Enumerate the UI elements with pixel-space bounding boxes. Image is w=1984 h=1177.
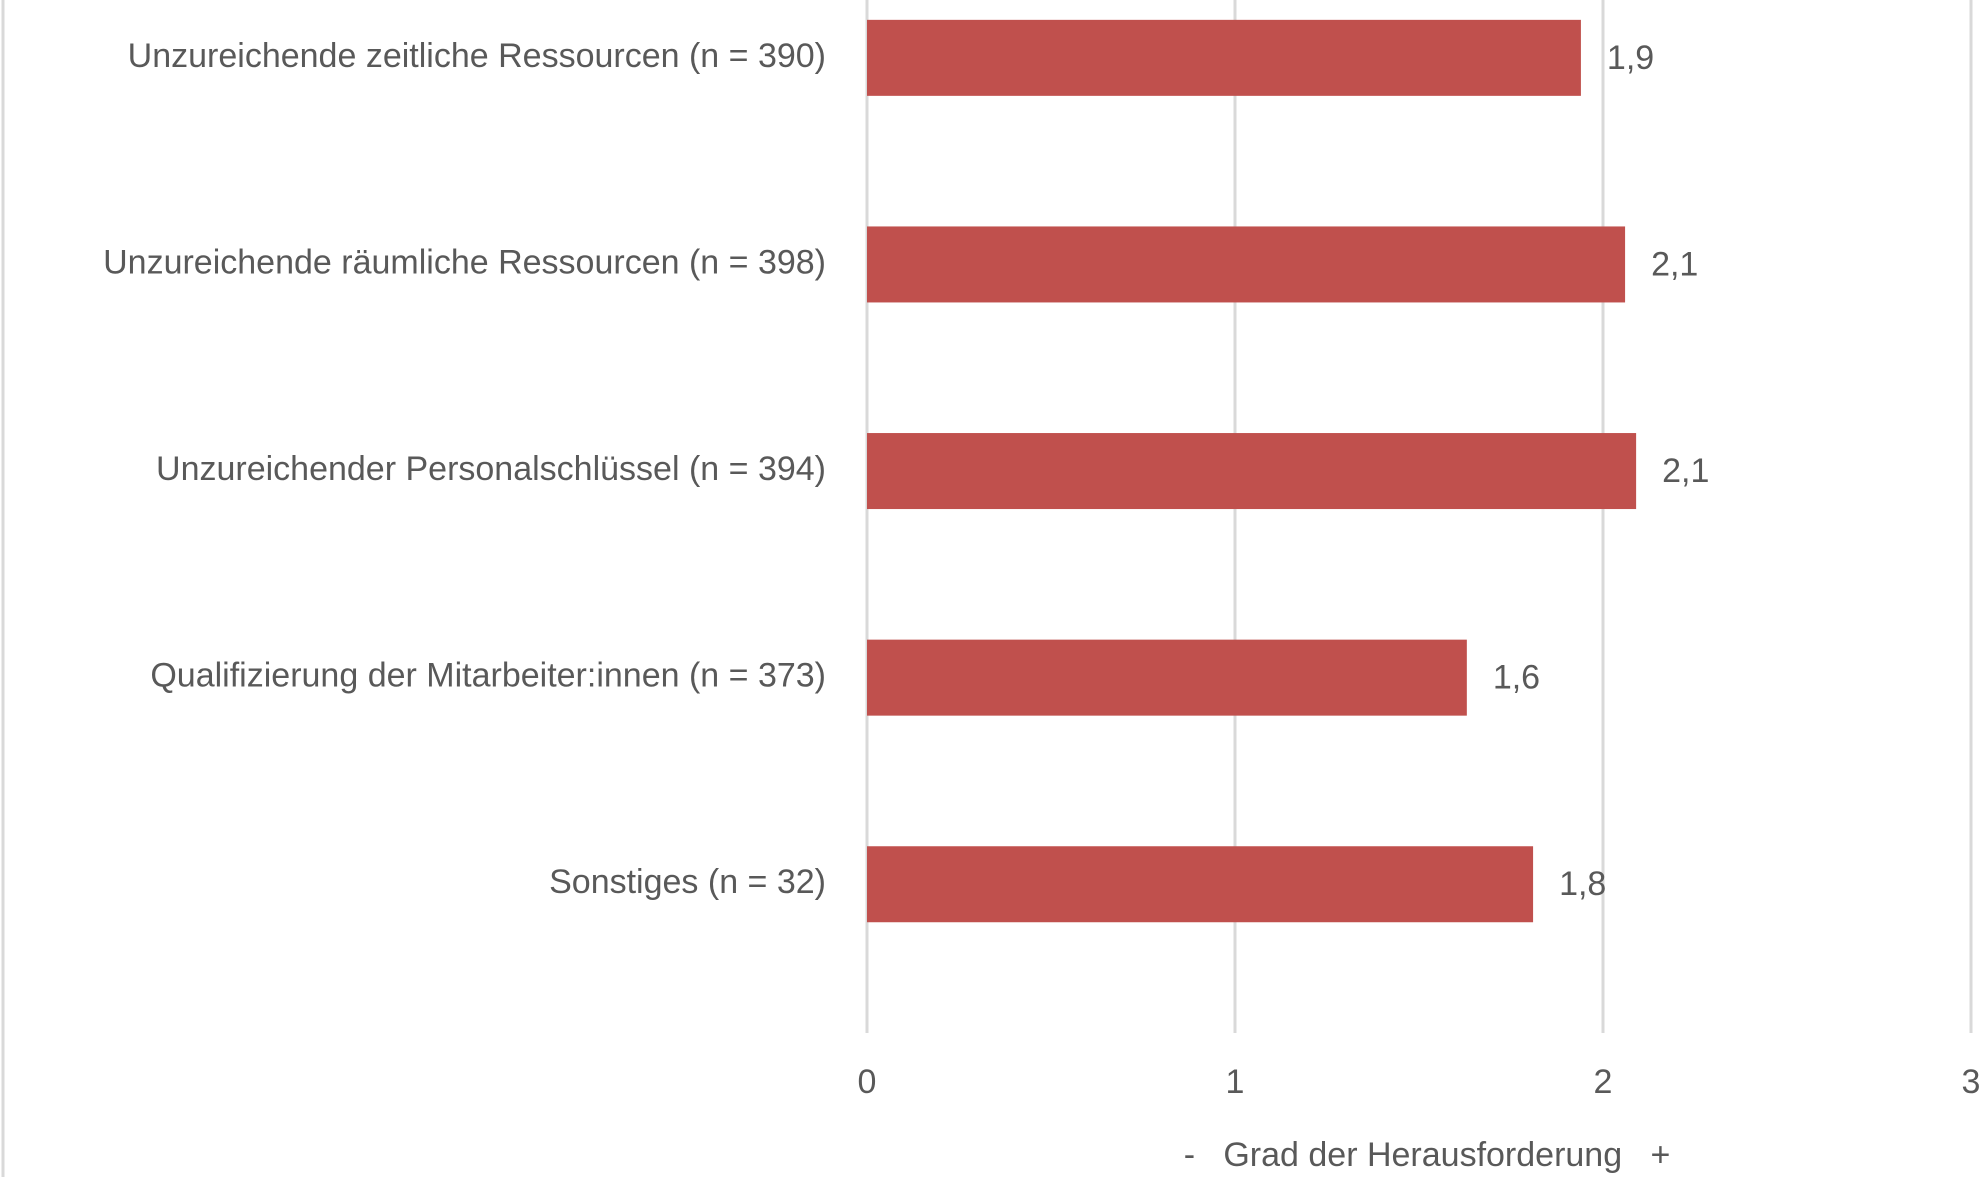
x-tick-label: 0 [858,1063,877,1101]
data-label: 1,8 [1559,865,1606,903]
y-tick-label: Unzureichende räumliche Ressourcen (n = … [103,243,826,281]
y-tick-label: Qualifizierung der Mitarbeiter:innen (n … [150,657,826,695]
data-label: 1,6 [1493,659,1540,697]
y-tick-label: Unzureichender Personalschlüssel (n = 39… [156,450,826,488]
data-label: 2,1 [1662,452,1709,490]
bar [867,433,1637,510]
x-tick-label: 3 [1962,1063,1981,1101]
data-label: 1,9 [1607,39,1654,77]
bar [867,639,1467,716]
x-axis-title: - Grad der Herausforderung + [1184,1136,1671,1174]
bar [867,226,1626,303]
y-tick-label: Unzureichende zeitliche Ressourcen (n = … [128,37,826,75]
x-tick-label: 1 [1226,1063,1245,1101]
bar [867,846,1534,923]
bar [867,19,1581,96]
x-tick-label: 2 [1594,1063,1613,1101]
data-label: 2,1 [1651,245,1698,283]
y-tick-label: Sonstiges (n = 32) [549,863,826,901]
